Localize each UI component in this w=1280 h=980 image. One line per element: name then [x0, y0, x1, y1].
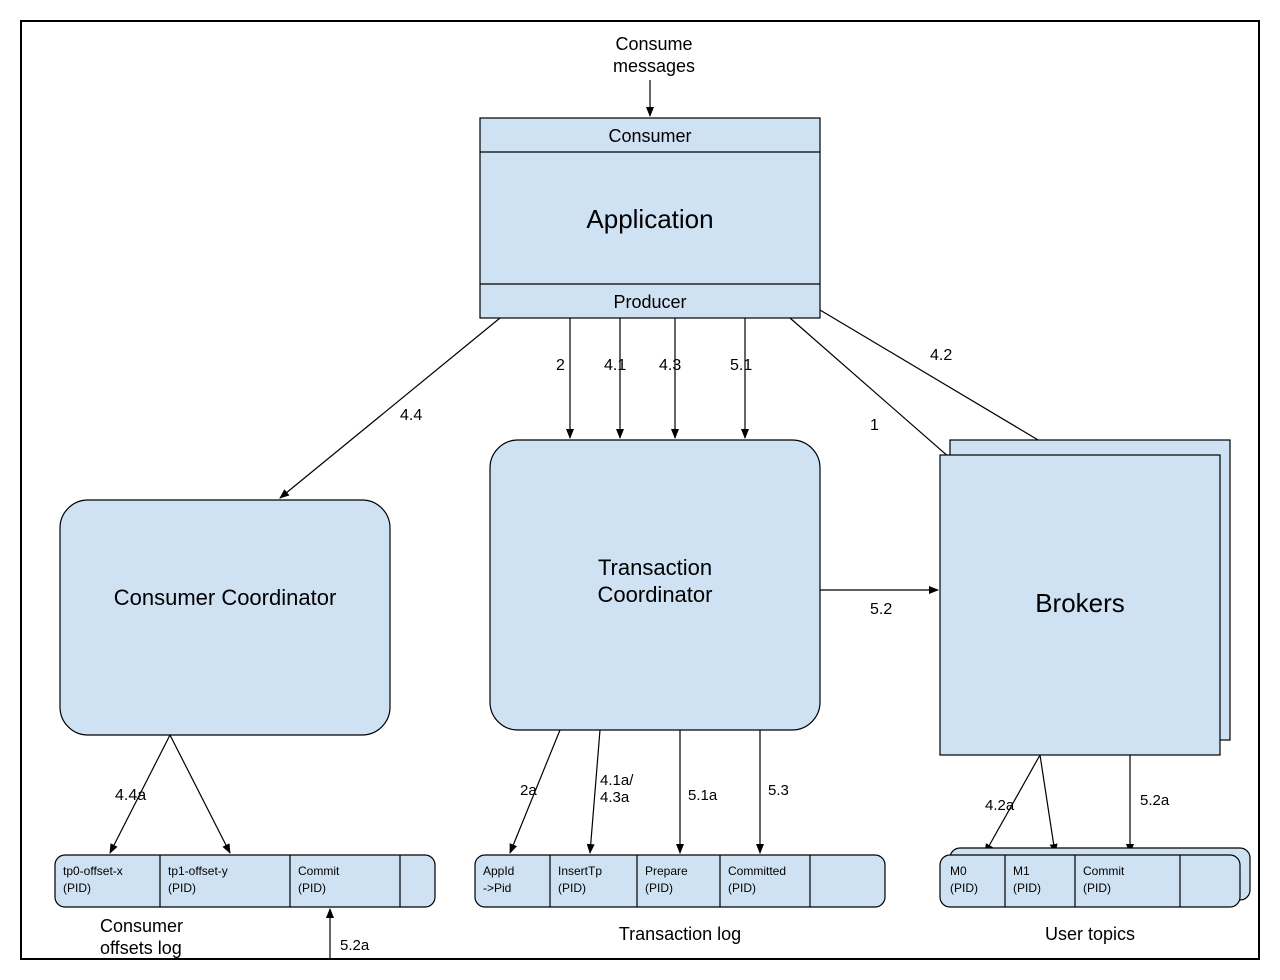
diagram-canvas: Consume messages Consumer Application Pr…: [0, 0, 1280, 980]
diagram-frame: [20, 20, 1260, 960]
